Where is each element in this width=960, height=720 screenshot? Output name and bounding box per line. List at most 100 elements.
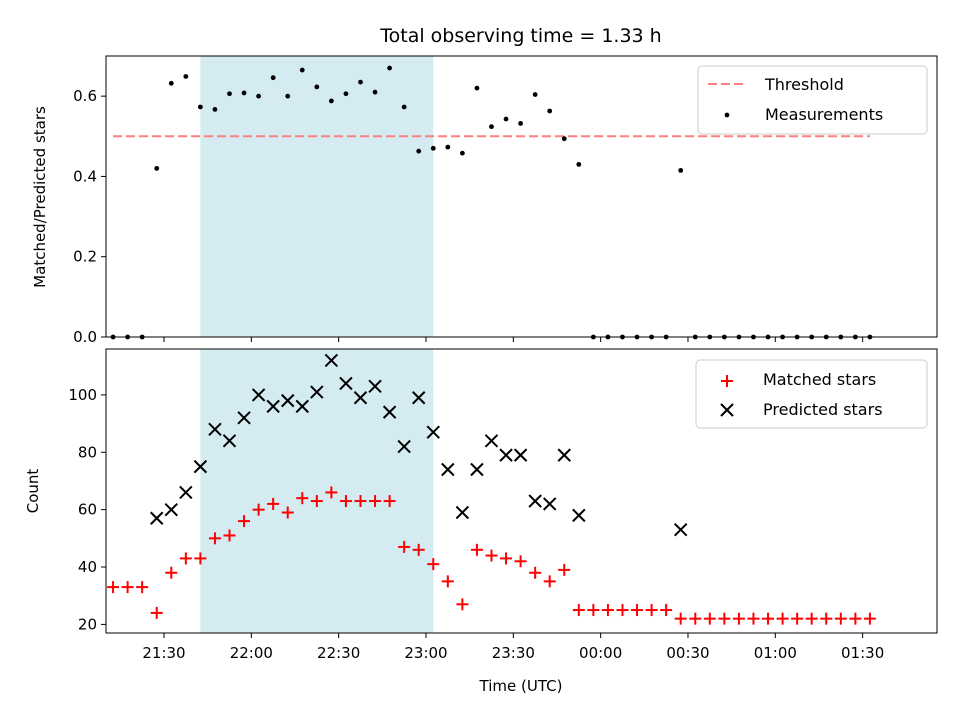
measurement-point [154, 166, 160, 171]
legend-measurements-swatch [724, 112, 730, 118]
measurement-point [183, 74, 189, 79]
matched-star-marker [703, 612, 716, 625]
matched-star-marker [369, 495, 382, 508]
matched-star-marker [223, 529, 236, 542]
matched-star-marker [660, 604, 673, 617]
measurement-point [518, 121, 523, 126]
matched-star-marker [310, 495, 323, 508]
matched-star-marker [179, 552, 192, 565]
count-legend-box [695, 359, 928, 429]
measurement-point [212, 106, 218, 112]
matched-star-marker [150, 606, 163, 619]
measurement-point [532, 92, 538, 97]
ratio-panel: 0.0 0.2 0.4 0.6 Matched/Predicted stars Thr… [31, 55, 938, 346]
matched-star-marker [732, 612, 745, 625]
predicted-star-marker [441, 462, 455, 477]
measurement-point [299, 67, 305, 73]
x-tick-label: 00:30 [666, 644, 709, 662]
matched-star-marker [281, 506, 294, 519]
x-tick-label: 23:30 [492, 644, 535, 662]
predicted-star-marker [150, 511, 164, 525]
measurement-point [489, 124, 494, 130]
measurement-point [197, 104, 203, 110]
measurement-point [547, 108, 553, 114]
matched-star-marker [805, 612, 818, 625]
count-y-tick-label: 100 [68, 386, 97, 404]
matched-star-marker [631, 604, 644, 617]
count-x-ticks: 21:30 22:00 22:30 23:00 23:30 00:00 00:30 01:00… [142, 633, 884, 662]
measurement-point [328, 98, 334, 104]
measurement-point [678, 168, 684, 173]
matched-star-marker [834, 612, 847, 625]
predicted-star-marker [412, 391, 426, 405]
measurement-point [459, 150, 465, 156]
predicted-star-marker [543, 497, 557, 511]
matched-star-marker [572, 604, 585, 617]
measurement-point [256, 93, 262, 99]
predicted-star-marker [208, 422, 222, 437]
predicted-star-marker [339, 376, 353, 391]
measurement-point [576, 161, 582, 167]
ratio-legend: Threshold Measurements [697, 65, 928, 135]
measurement-point [416, 148, 422, 154]
x-tick-label: 21:30 [142, 644, 185, 662]
matched-star-marker [398, 540, 411, 553]
ratio-y-tick-label: 0.0 [73, 328, 97, 346]
x-tick-label: 01:30 [841, 644, 884, 662]
count-plot-frame [105, 348, 938, 634]
measurement-point [358, 79, 363, 85]
matched-star-marker [339, 495, 352, 508]
count-y-tick-label: 80 [78, 443, 97, 461]
chart-title: Total observing time = 1.33 h [379, 25, 661, 47]
x-tick-label: 00:00 [579, 644, 622, 662]
matched-star-marker [689, 612, 702, 625]
matched-star-marker [296, 492, 309, 505]
measurement-point [474, 85, 480, 91]
matched-star-marker [485, 549, 498, 562]
count-y-ticks: 20 40 60 80 100 [68, 386, 106, 633]
x-tick-label: 23:00 [404, 644, 447, 662]
x-axis-label: Time (UTC) [479, 677, 563, 695]
matched-star-marker [645, 604, 658, 617]
count-y-tick-label: 60 [78, 501, 97, 519]
legend-matched-swatch [721, 375, 733, 387]
predicted-star-marker [251, 388, 266, 402]
count-y-tick-label: 40 [78, 558, 97, 576]
predicted-star-marker [557, 448, 571, 462]
matched-star-marker [674, 612, 687, 625]
measurement-point [241, 90, 247, 96]
measurement-point [285, 93, 291, 99]
predicted-star-marker [513, 448, 528, 462]
matched-star-marker [718, 612, 731, 625]
matched-star-marker [514, 555, 527, 568]
predicted-star-marker [310, 385, 324, 399]
matched-star-marker [267, 497, 280, 510]
predicted-star-marker [499, 448, 513, 462]
ratio-y-axis-label: Matched/Predicted stars [31, 106, 49, 288]
matched-star-marker [470, 543, 483, 556]
predicted-star-marker [455, 505, 470, 520]
measurement-points [110, 65, 873, 340]
ratio-legend-box [697, 65, 928, 135]
predicted-star-marker [281, 393, 295, 408]
ratio-plot-frame [105, 55, 938, 338]
matched-star-marker [529, 566, 542, 579]
matched-star-marker [441, 575, 454, 588]
measurement-point [227, 91, 232, 97]
matched-star-marker [194, 552, 207, 565]
matched-star-marker [136, 581, 149, 594]
matched-star-marker [412, 543, 425, 556]
matched-star-marker [165, 566, 178, 579]
x-tick-label: 22:00 [230, 644, 273, 662]
matched-star-markers [107, 486, 876, 625]
matched-star-marker [121, 581, 134, 594]
matched-star-marker [383, 495, 396, 508]
predicted-star-marker [266, 399, 280, 414]
matched-star-marker [849, 612, 862, 625]
matched-star-marker [616, 604, 629, 617]
legend-matched-label: Matched stars [763, 370, 876, 389]
count-y-axis-label: Count [24, 469, 42, 514]
matched-star-marker [427, 558, 440, 571]
matched-star-marker [558, 563, 571, 576]
